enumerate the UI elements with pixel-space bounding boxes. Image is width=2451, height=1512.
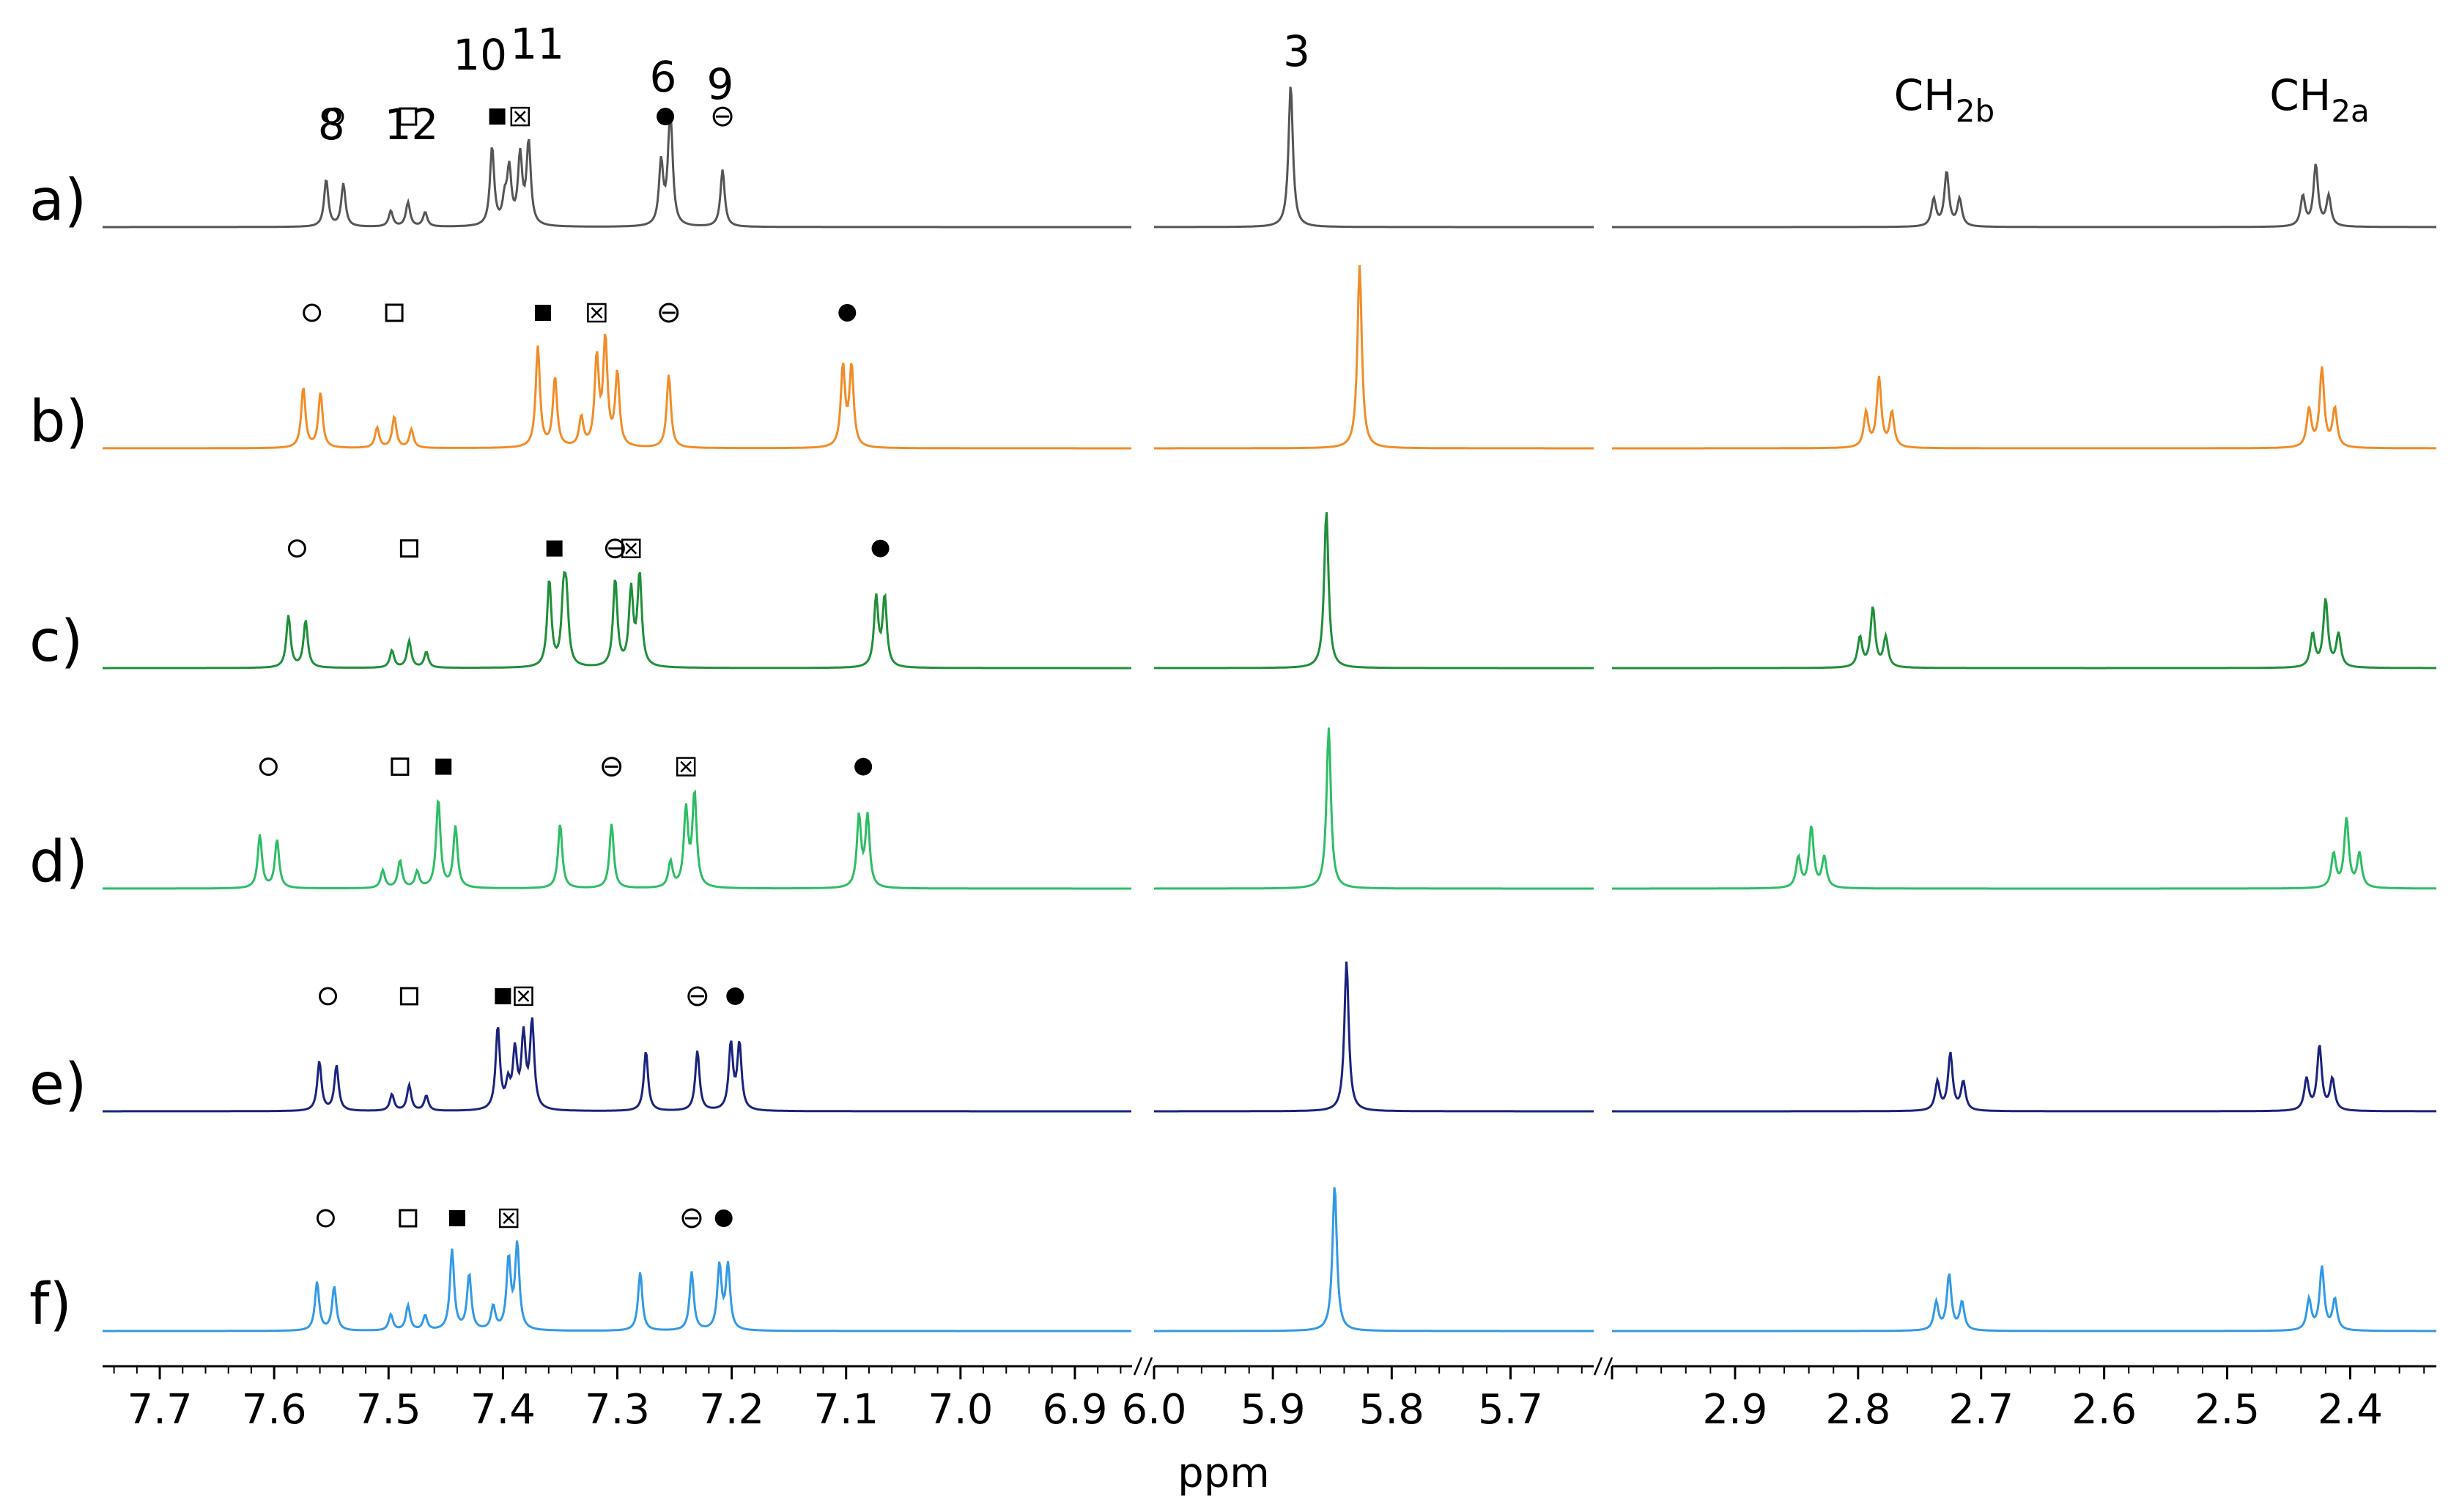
- spectrum-trace-e-seg2: [1154, 961, 1594, 1113]
- tick-label-7: 7.0: [928, 1386, 993, 1434]
- row-label-d: d): [29, 829, 88, 895]
- row-label-c: c): [29, 609, 83, 675]
- spectrum-trace-c-seg2: [1153, 512, 1594, 670]
- x-axis: 7.7 7.6 7.5 7.4 7.3 7.2 7.1 7.0 6.9 6.0 5.9 5.8 5.7 2…: [103, 1357, 2436, 1434]
- tick-label-2-7: 2.7: [1948, 1386, 2014, 1434]
- marker-filled-square-a: [489, 108, 506, 125]
- marker-circle-minus-a: [712, 106, 733, 127]
- tick-label-5-8: 5.8: [1359, 1386, 1424, 1434]
- tick-label-7-4: 7.4: [470, 1386, 536, 1434]
- marker-filled-circle-d: [854, 757, 873, 776]
- peak-label-11: 11: [510, 19, 564, 69]
- spectrum-trace-c-seg1: [103, 571, 1131, 670]
- tick-label-6: 6.0: [1121, 1386, 1186, 1434]
- marker-group: [259, 106, 890, 1228]
- marker-circle-minus-f: [681, 1208, 702, 1228]
- spectrum-trace-b-seg2: [1154, 264, 1594, 450]
- tick-label-2-8: 2.8: [1825, 1386, 1890, 1434]
- tick-label-5-9: 5.9: [1241, 1386, 1306, 1434]
- marker-crossed-square-c: [621, 538, 641, 558]
- spectrum-trace-c-seg3: [1612, 598, 2436, 670]
- marker-open-circle-c: [287, 539, 306, 558]
- marker-crossed-square-a: [510, 106, 531, 127]
- spectrum-trace-d-seg1: [103, 789, 1131, 890]
- tick-label-5-7: 5.7: [1478, 1386, 1543, 1434]
- marker-circle-minus-c: [605, 538, 625, 559]
- tick-label-2-6: 2.6: [2071, 1386, 2137, 1434]
- peak-label-12: 12: [385, 100, 439, 149]
- spectrum-trace-b-seg1: [103, 333, 1131, 450]
- marker-filled-circle-e: [726, 987, 744, 1005]
- marker-filled-square-e: [495, 987, 511, 1004]
- x-axis-title: ppm: [1178, 1450, 1270, 1497]
- tick-label-6-9: 6.9: [1042, 1386, 1107, 1434]
- marker-filled-circle-f: [714, 1209, 733, 1227]
- peak-labels: 8 12 10 11 6 9 3 CH2b CH2a: [318, 19, 2370, 149]
- spectrum-trace-f-seg1: [103, 1240, 1131, 1333]
- tick-label-7-5: 7.5: [356, 1386, 421, 1434]
- marker-open-circle-d: [259, 757, 278, 777]
- marker-filled-square-b: [535, 305, 552, 321]
- marker-crossed-square-b: [587, 303, 607, 323]
- tick-label-2-4: 2.4: [2318, 1386, 2383, 1434]
- spectrum-trace-d-seg2: [1154, 727, 1594, 890]
- tick-label-7-2: 7.2: [699, 1386, 764, 1434]
- marker-filled-circle-c: [871, 539, 890, 557]
- peak-label-10: 10: [453, 30, 507, 80]
- spectrum-trace-a-seg2: [1154, 86, 1594, 229]
- spectrum-trace-a-seg1: [103, 113, 1131, 229]
- marker-open-square-a: [399, 107, 418, 126]
- marker-filled-circle-b: [838, 304, 857, 322]
- marker-circle-minus-e: [687, 986, 708, 1007]
- marker-filled-square-f: [448, 1210, 465, 1226]
- spectrum-trace-a-seg3: [1612, 163, 2436, 229]
- marker-open-circle-f: [316, 1209, 335, 1228]
- marker-open-circle-a: [325, 107, 344, 126]
- marker-open-circle-e: [319, 987, 338, 1006]
- tick-label-2-9: 2.9: [1702, 1386, 1767, 1434]
- peak-label-8: 8: [318, 100, 345, 149]
- marker-filled-square-d: [435, 758, 452, 775]
- marker-circle-minus-d: [602, 757, 622, 777]
- marker-open-circle-b: [303, 303, 322, 322]
- marker-open-square-f: [399, 1209, 418, 1228]
- spectrum-trace-f-seg3: [1612, 1265, 2436, 1333]
- spectrum-trace-d-seg3: [1612, 817, 2436, 890]
- tick-label-7-3: 7.3: [585, 1386, 650, 1434]
- row-label-a: a): [29, 168, 86, 234]
- marker-circle-minus-b: [659, 303, 679, 323]
- row-labels: a) b) c) d) e) f): [29, 168, 88, 1338]
- peak-label-ch2b: CH2b: [1894, 70, 1995, 129]
- marker-crossed-square-e: [514, 986, 533, 1007]
- spectrum-trace-e-seg1: [103, 1017, 1131, 1113]
- tick-label-7-7: 7.7: [127, 1386, 193, 1434]
- peak-label-9: 9: [707, 59, 734, 109]
- tick-label-7-6: 7.6: [242, 1386, 307, 1434]
- axis-break-1: [1133, 1357, 1153, 1376]
- marker-crossed-square-f: [498, 1208, 519, 1228]
- marker-filled-square-c: [546, 540, 563, 557]
- marker-crossed-square-d: [676, 757, 696, 777]
- tick-label-2-5: 2.5: [2195, 1386, 2260, 1434]
- marker-open-square-e: [399, 987, 418, 1006]
- marker-filled-circle-a: [657, 108, 675, 126]
- marker-open-square-d: [391, 757, 410, 777]
- peak-label-3: 3: [1283, 26, 1310, 76]
- row-label-e: e): [29, 1052, 86, 1118]
- spectrum-trace-e-seg3: [1612, 1045, 2436, 1113]
- row-label-b: b): [29, 389, 88, 455]
- marker-open-square-b: [385, 303, 404, 322]
- tick-label-7-1: 7.1: [813, 1386, 879, 1434]
- row-label-f: f): [29, 1272, 72, 1338]
- peak-label-ch2a: CH2a: [2269, 70, 2370, 129]
- spectrum-trace-f-seg2: [1154, 1187, 1594, 1333]
- spectrum-trace-b-seg3: [1612, 366, 2436, 450]
- axis-break-2: [1593, 1357, 1613, 1376]
- spectra-group: [103, 86, 2436, 1333]
- marker-open-square-c: [399, 539, 418, 558]
- peak-label-6: 6: [649, 52, 676, 102]
